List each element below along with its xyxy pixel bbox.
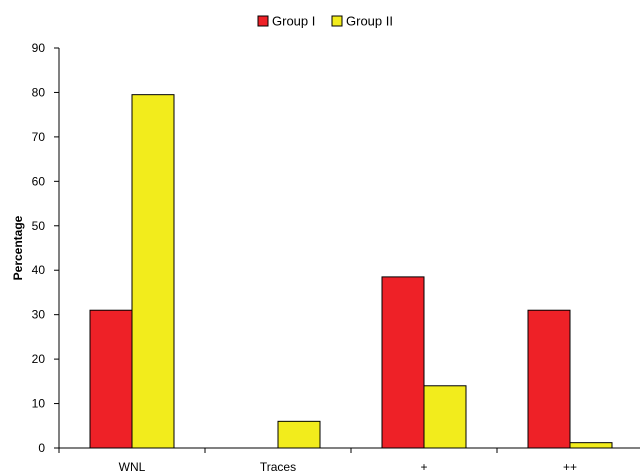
y-tick-label: 90 — [32, 41, 46, 55]
bar-group-ii-3 — [569, 442, 613, 449]
bar-group-ii-1 — [277, 420, 321, 449]
x-tick-label: + — [420, 460, 427, 472]
x-tick-label: Traces — [260, 460, 296, 472]
legend-label: Group II — [346, 14, 393, 29]
legend-label: Group I — [272, 14, 315, 29]
y-axis-title: Percentage — [11, 215, 25, 280]
y-axis: 0 10 20 30 40 50 60 70 80 90 — [32, 41, 60, 455]
bars — [89, 94, 613, 449]
y-tick-label: 10 — [32, 397, 46, 411]
y-tick-label: 60 — [32, 174, 46, 188]
y-tick-label: 30 — [32, 308, 46, 322]
y-tick-label: 20 — [32, 352, 46, 366]
y-tick-label: 40 — [32, 263, 46, 277]
x-axis: WNL Traces + ++ — [58, 447, 640, 472]
legend-swatch — [331, 15, 343, 27]
bar-group-ii-2 — [423, 385, 467, 449]
legend: Group I Group II — [257, 14, 393, 29]
legend-swatch — [257, 15, 269, 27]
y-tick-label: 80 — [32, 85, 46, 99]
bar-group-i-2 — [381, 276, 425, 449]
x-tick-label: WNL — [119, 460, 146, 472]
y-tick-label: 50 — [32, 219, 46, 233]
y-tick-label: 70 — [32, 130, 46, 144]
bar-group-i-0 — [89, 309, 133, 449]
bar-group-ii-0 — [131, 94, 175, 449]
bar-group-i-3 — [527, 309, 571, 449]
y-tick-label: 0 — [38, 441, 45, 455]
x-tick-label: ++ — [563, 460, 577, 472]
